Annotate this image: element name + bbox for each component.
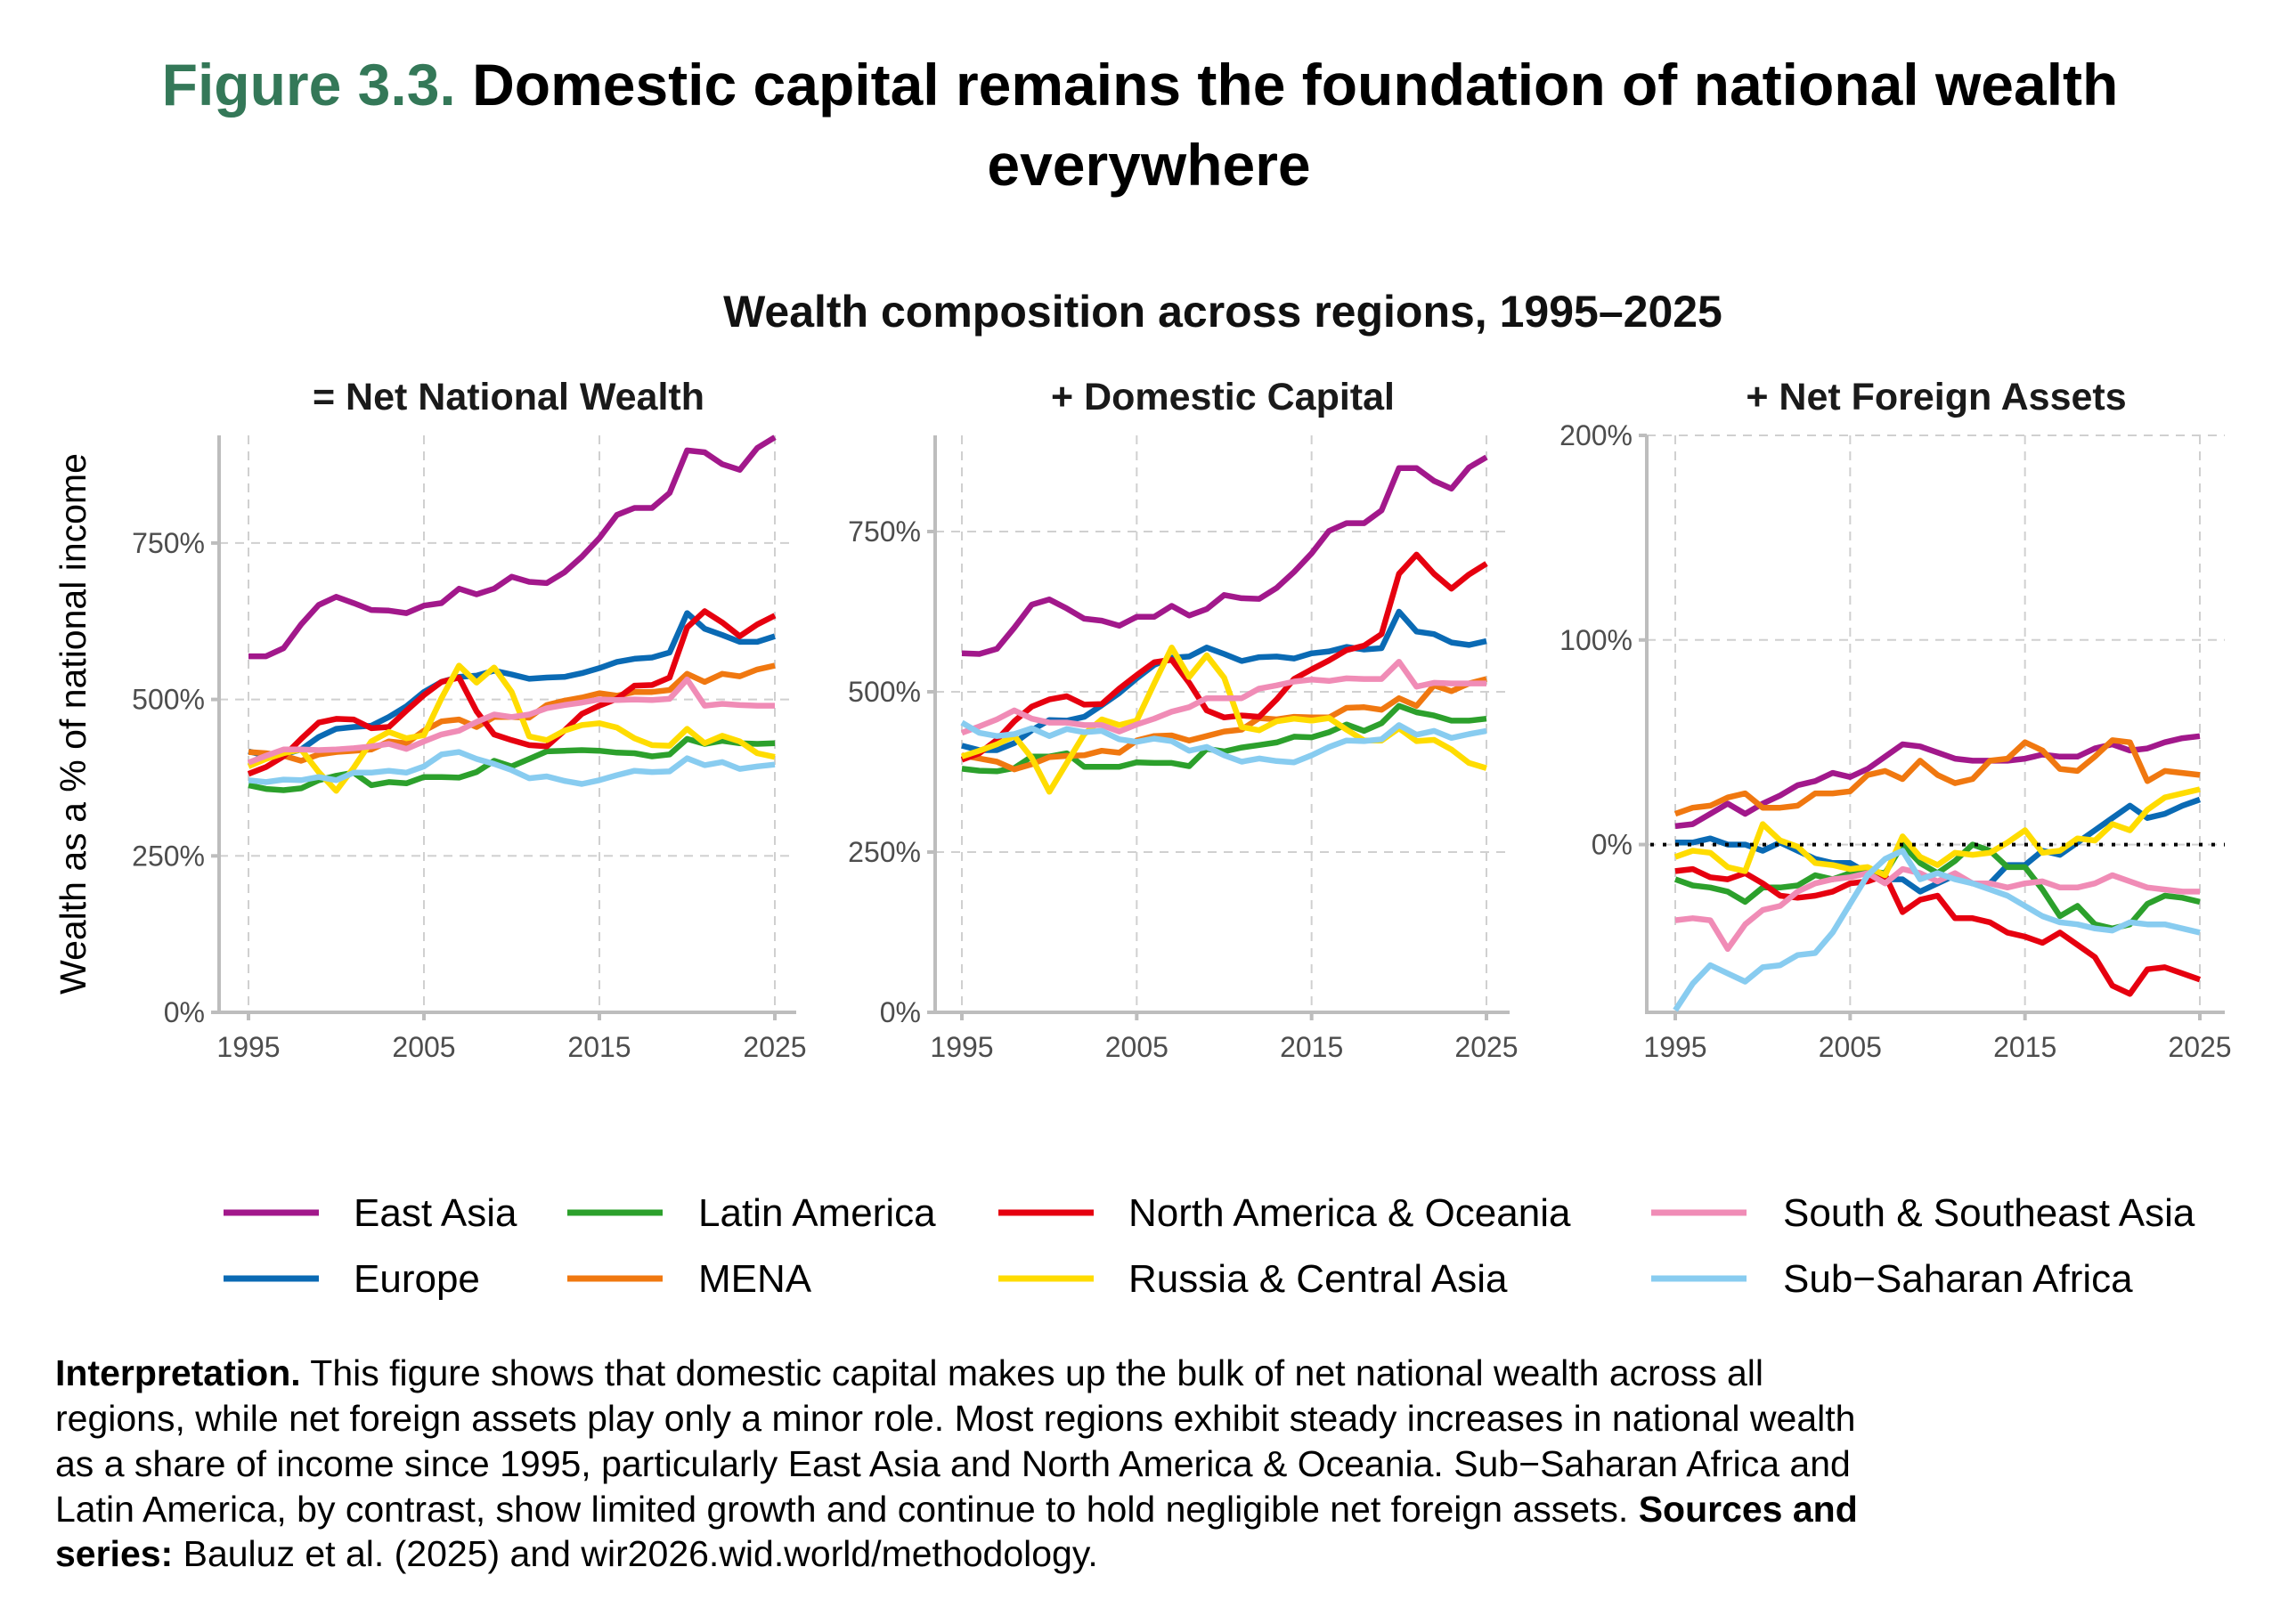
series-line-sub-saharan-africa: [248, 749, 776, 787]
caption-text: regions, while net foreign assets play o…: [55, 1398, 1855, 1439]
x-tick-label: 2005: [1819, 1031, 1882, 1063]
series-line-north-america-oceania: [1674, 865, 2202, 997]
legend-label: East Asia: [354, 1191, 517, 1235]
series-line-east-asia: [1674, 733, 2201, 830]
chart-panels: = Net National Wealth 0% 250% 500% 750% 1995 2…: [132, 376, 2231, 1063]
series-line-mena: [1673, 737, 2201, 817]
legend-label: North America & Oceania: [1128, 1191, 1571, 1235]
x-tick-label: 1995: [1643, 1031, 1706, 1063]
y-tick-label: 750%: [848, 516, 921, 548]
legend-item: South & Southeast Asia: [1651, 1191, 2195, 1235]
panel-3: + Net Foreign Assets 0% 100% 200% 1995 2005 20…: [1559, 376, 2231, 1063]
series-line-mena: [961, 676, 1487, 773]
y-tick-label: 100%: [1559, 624, 1633, 656]
x-tick-label: 2015: [1993, 1031, 2056, 1063]
legend-item: Sub−Saharan Africa: [1651, 1257, 2133, 1301]
caption-line: Latin America, by contrast, show limited…: [55, 1489, 1858, 1530]
series-line-east-asia: [961, 454, 1488, 657]
x-tick-label: 2005: [1105, 1031, 1168, 1063]
series-line-latin-america: [248, 735, 776, 793]
series-line-sub-saharan-africa: [1673, 848, 2201, 1012]
legend-label: Sub−Saharan Africa: [1783, 1257, 2133, 1301]
figure-title-text: Domestic capital remains the foundation …: [472, 52, 2118, 118]
legend-label: Latin America: [698, 1191, 936, 1235]
y-tick-label: 500%: [132, 684, 205, 716]
figure-title: Figure 3.3. Domestic capital remains the…: [162, 52, 2119, 198]
series-line-east-asia: [248, 434, 777, 660]
legend-item: East Asia: [224, 1191, 517, 1235]
series-line-mena: [248, 662, 776, 764]
legend: East Asia Europe Latin America MENA North Am…: [224, 1191, 2195, 1301]
y-tick-label: 750%: [132, 527, 205, 559]
series-line-russia-central-asia: [1673, 786, 2201, 879]
panel-title: + Net Foreign Assets: [1746, 376, 2126, 418]
figure-number: Figure 3.3.: [162, 52, 456, 118]
caption-text: Bauluz et al. (2025) and wir2026.wid.wor…: [173, 1533, 1098, 1574]
series-line-north-america-oceania: [960, 551, 1488, 763]
series-line-south-southeast-asia: [1674, 865, 2200, 953]
x-tick-label: 2015: [567, 1031, 631, 1063]
x-tick-label: 2025: [1454, 1031, 1518, 1063]
y-tick-label: 0%: [1592, 829, 1633, 861]
y-tick-label: 200%: [1559, 419, 1633, 451]
legend-label: Russia & Central Asia: [1128, 1257, 1508, 1301]
series-line-south-southeast-asia: [247, 676, 775, 766]
caption-line: regions, while net foreign assets play o…: [55, 1398, 1855, 1439]
x-tick-label: 2005: [392, 1031, 455, 1063]
panel-title: + Domestic Capital: [1051, 376, 1395, 418]
x-tick-label: 2025: [2168, 1031, 2231, 1063]
x-tick-label: 1995: [216, 1031, 280, 1063]
legend-item: Latin America: [567, 1191, 936, 1235]
caption-line: series: Bauluz et al. (2025) and wir2026…: [55, 1533, 1098, 1574]
series-line-north-america-oceania: [247, 608, 777, 777]
caption-text: Latin America, by contrast, show limited…: [55, 1489, 1639, 1530]
caption-line: as a share of income since 1995, particu…: [55, 1443, 1851, 1484]
y-axis-title: Wealth as a % of national income: [53, 453, 94, 995]
x-tick-label: 1995: [930, 1031, 993, 1063]
panel-title: = Net National Wealth: [313, 376, 704, 418]
panel-1: = Net National Wealth 0% 250% 500% 750% 1995 2…: [132, 376, 806, 1063]
caption-line: Interpretation. This figure shows that d…: [55, 1352, 1763, 1393]
figure-title-line-2: everywhere: [987, 132, 1310, 198]
y-tick-label: 0%: [880, 996, 921, 1028]
legend-item: Russia & Central Asia: [998, 1257, 1508, 1301]
legend-label: MENA: [698, 1257, 812, 1301]
caption-bold-text: Sources and: [1639, 1489, 1858, 1530]
x-tick-label: 2025: [743, 1031, 806, 1063]
series-line-sub-saharan-africa: [960, 719, 1487, 766]
panel-2: + Domestic Capital 0% 250% 500% 750% 1995 2005…: [848, 376, 1518, 1063]
caption-bold-text: series:: [55, 1533, 173, 1574]
x-tick-label: 2015: [1280, 1031, 1343, 1063]
series-line-south-southeast-asia: [960, 658, 1486, 736]
series-line-europe: [248, 610, 776, 759]
y-tick-label: 250%: [132, 840, 205, 872]
y-tick-label: 250%: [848, 836, 921, 868]
y-tick-label: 0%: [164, 996, 205, 1028]
figure-title-line-1: Figure 3.3. Domestic capital remains the…: [162, 52, 2119, 118]
caption-text: This figure shows that domestic capital …: [301, 1352, 1763, 1393]
legend-item: North America & Oceania: [998, 1191, 1571, 1235]
legend-item: MENA: [567, 1257, 812, 1301]
caption: Interpretation. This figure shows that d…: [55, 1352, 1858, 1574]
legend-item: Europe: [224, 1257, 480, 1301]
chart-subtitle: Wealth composition across regions, 1995–…: [723, 287, 1722, 337]
legend-label: South & Southeast Asia: [1783, 1191, 2195, 1235]
y-tick-label: 500%: [848, 676, 921, 708]
caption-bold-text: Interpretation.: [55, 1352, 301, 1393]
caption-text: as a share of income since 1995, particu…: [55, 1443, 1851, 1484]
legend-label: Europe: [354, 1257, 480, 1301]
series-line-russia-central-asia: [247, 662, 776, 794]
